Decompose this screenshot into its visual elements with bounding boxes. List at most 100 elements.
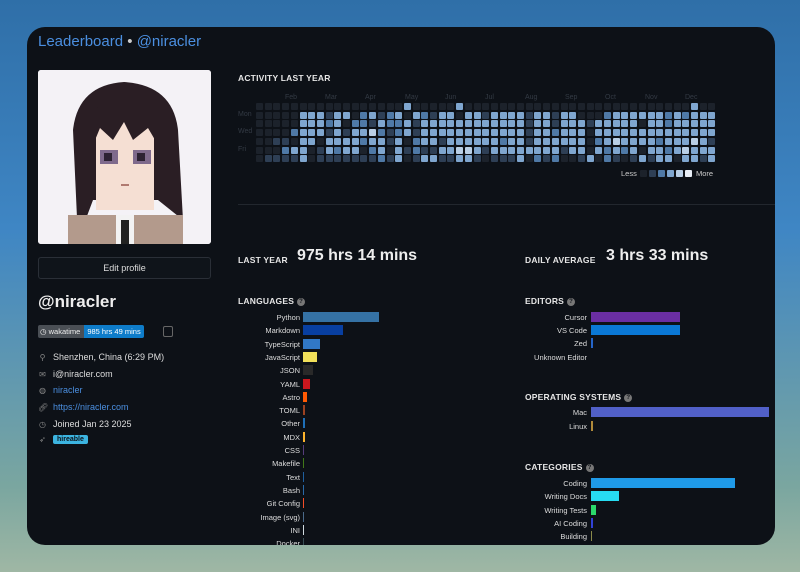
activity-cell <box>612 129 620 137</box>
activity-cell <box>299 146 307 154</box>
activity-cell <box>464 120 472 128</box>
month-label: Jun <box>445 94 457 101</box>
activity-cell <box>517 111 524 119</box>
activity-cell <box>673 129 681 137</box>
editors-label: Cursor <box>564 313 587 322</box>
activity-cell <box>351 103 359 110</box>
languages-label: Astro <box>282 392 300 402</box>
edit-profile-button[interactable]: Edit profile <box>38 257 211 279</box>
activity-cell <box>316 111 324 119</box>
activity-cell <box>256 120 263 128</box>
activity-cell <box>664 137 672 145</box>
activity-cell <box>708 137 716 145</box>
activity-cell <box>403 146 411 154</box>
activity-cell <box>647 137 655 145</box>
activity-cell <box>334 103 342 110</box>
activity-cell <box>299 129 307 137</box>
activity-cell <box>290 129 298 137</box>
activity-cell <box>551 111 559 119</box>
help-icon[interactable]: ? <box>585 463 594 472</box>
activity-cell <box>273 120 281 128</box>
breadcrumb-separator: • <box>127 33 133 50</box>
activity-cell <box>369 137 377 145</box>
languages-bar <box>303 498 304 509</box>
activity-cell <box>421 103 429 110</box>
activity-cell <box>369 103 377 110</box>
activity-cell <box>595 120 603 128</box>
activity-cell <box>438 137 446 145</box>
activity-cell <box>256 146 263 154</box>
website-link[interactable]: https://niracler.com <box>53 402 129 412</box>
activity-cell <box>438 111 446 119</box>
categories-bar <box>591 491 620 502</box>
activity-cell <box>630 129 638 137</box>
username-link[interactable]: @niracler <box>136 33 202 50</box>
activity-cell <box>664 129 672 137</box>
breadcrumb: Leaderboard • @niracler <box>38 33 201 50</box>
help-icon[interactable]: ? <box>624 393 633 402</box>
activity-cell <box>543 103 551 110</box>
activity-cell <box>499 120 507 128</box>
activity-cell <box>543 120 551 128</box>
activity-cell <box>691 146 698 154</box>
activity-cell <box>664 146 672 154</box>
activity-cell <box>534 129 542 137</box>
activity-cell <box>256 129 263 137</box>
hireable-badge: hireable <box>53 435 88 444</box>
divider <box>238 204 775 205</box>
legend-cell <box>685 170 692 177</box>
activity-cell <box>673 120 681 128</box>
activity-cell <box>525 137 533 145</box>
last-year-total: 975 hrs 14 mins <box>297 247 418 264</box>
activity-cell <box>377 137 385 145</box>
activity-cell <box>430 146 437 154</box>
activity-cell <box>691 129 698 137</box>
activity-cell <box>551 155 559 163</box>
activity-cell <box>412 137 420 145</box>
activity-cell <box>473 111 481 119</box>
activity-cell <box>630 111 638 119</box>
activity-cell <box>325 103 333 110</box>
email-text[interactable]: i@niracler.com <box>53 369 113 379</box>
copy-icon[interactable] <box>163 326 173 337</box>
activity-cell <box>456 137 464 145</box>
activity-cell <box>482 103 490 110</box>
activity-cell <box>290 146 298 154</box>
activity-cell <box>430 137 437 145</box>
activity-cell <box>517 137 524 145</box>
activity-cell <box>386 103 394 110</box>
activity-cell <box>412 146 420 154</box>
help-icon[interactable]: ? <box>297 297 306 306</box>
activity-cell <box>264 129 272 137</box>
activity-cell <box>638 120 646 128</box>
activity-cell <box>499 137 507 145</box>
categories-title-text: CATEGORIES <box>525 462 583 472</box>
location-text: Shenzhen, China (6:29 PM) <box>53 352 165 362</box>
activity-cell <box>708 155 716 163</box>
activity-cell <box>360 111 368 119</box>
activity-cell <box>482 111 490 119</box>
activity-cell <box>377 103 385 110</box>
email: ✉ i@niracler.com <box>38 369 113 379</box>
editors-bar <box>591 338 593 349</box>
legend-cell <box>676 170 683 177</box>
activity-cell <box>308 146 316 154</box>
activity-cell <box>316 129 324 137</box>
categories-label: Writing Tests <box>544 505 587 515</box>
location-pin-icon: ⚲ <box>39 352 46 362</box>
activity-cell <box>351 129 359 137</box>
activity-cell <box>438 146 446 154</box>
badge-label: wakatime <box>48 327 81 336</box>
activity-cell <box>560 103 568 110</box>
help-icon[interactable]: ? <box>567 297 576 306</box>
activity-cell <box>334 120 342 128</box>
activity-cell <box>525 146 533 154</box>
activity-cell <box>499 129 507 137</box>
activity-cell <box>595 103 603 110</box>
activity-cell <box>308 120 316 128</box>
github-link[interactable]: niracler <box>53 385 83 395</box>
activity-cell <box>586 120 594 128</box>
activity-cell <box>308 155 316 163</box>
leaderboard-link[interactable]: Leaderboard <box>38 33 124 50</box>
wakatime-badge[interactable]: ◷ wakatime 985 hrs 49 mins <box>38 325 144 338</box>
